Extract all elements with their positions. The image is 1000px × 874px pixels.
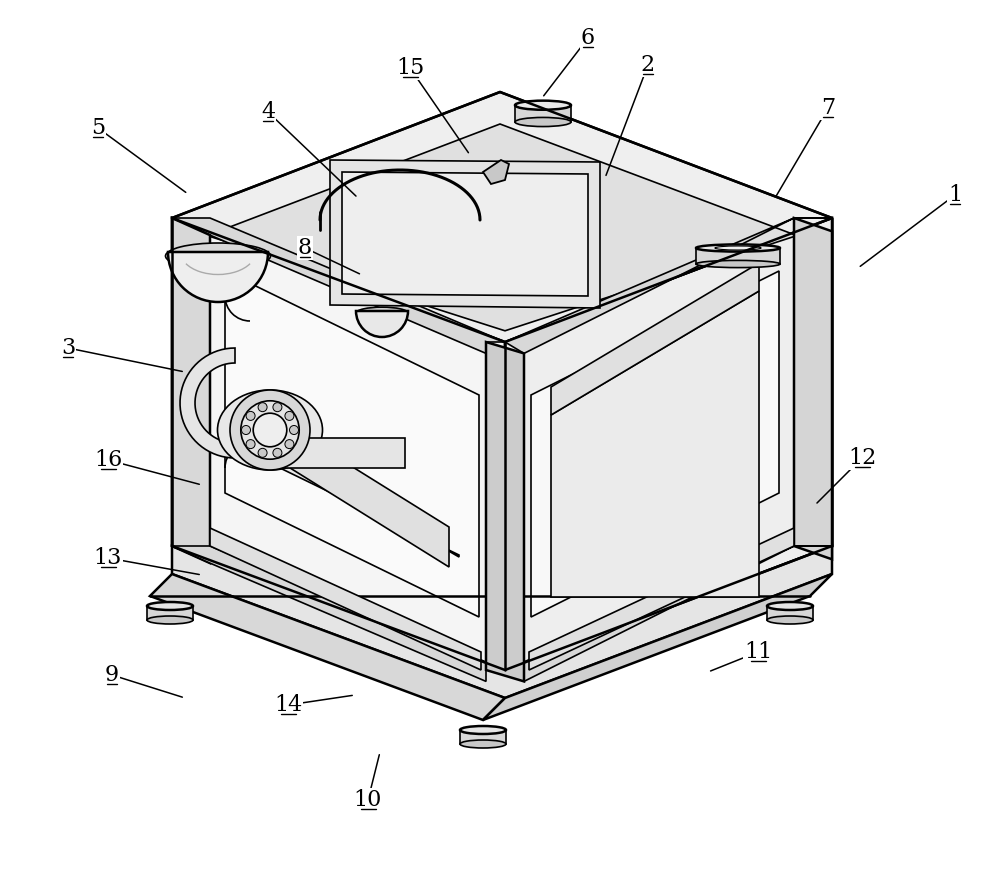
Polygon shape <box>551 263 759 415</box>
Text: 14: 14 <box>274 694 302 716</box>
Polygon shape <box>180 348 235 458</box>
Wedge shape <box>168 252 268 302</box>
Circle shape <box>290 426 298 434</box>
Polygon shape <box>207 124 797 330</box>
Polygon shape <box>330 160 600 308</box>
Polygon shape <box>250 403 449 567</box>
Ellipse shape <box>515 101 571 110</box>
Text: 2: 2 <box>641 54 655 76</box>
Polygon shape <box>225 271 479 617</box>
Text: 8: 8 <box>298 237 312 259</box>
Polygon shape <box>505 218 832 353</box>
Circle shape <box>258 448 267 457</box>
Polygon shape <box>460 730 506 744</box>
Polygon shape <box>551 291 759 597</box>
Text: 15: 15 <box>396 57 424 79</box>
Circle shape <box>258 403 267 412</box>
Circle shape <box>273 403 282 412</box>
Polygon shape <box>172 218 210 563</box>
Ellipse shape <box>767 616 813 624</box>
Text: 4: 4 <box>261 101 275 123</box>
Wedge shape <box>356 311 408 337</box>
Circle shape <box>285 440 294 448</box>
Polygon shape <box>147 606 193 620</box>
Polygon shape <box>696 248 780 264</box>
Text: 16: 16 <box>94 449 122 471</box>
Text: 11: 11 <box>744 641 772 663</box>
Polygon shape <box>172 218 505 670</box>
Ellipse shape <box>515 117 571 127</box>
Polygon shape <box>172 218 505 353</box>
Polygon shape <box>172 92 832 342</box>
Text: 10: 10 <box>354 789 382 811</box>
Polygon shape <box>172 546 505 682</box>
Ellipse shape <box>460 740 506 748</box>
Polygon shape <box>531 271 779 617</box>
Text: 13: 13 <box>94 547 122 569</box>
Polygon shape <box>515 105 571 122</box>
Polygon shape <box>150 574 505 720</box>
Polygon shape <box>285 438 405 468</box>
Ellipse shape <box>696 245 780 252</box>
Polygon shape <box>483 574 832 720</box>
Ellipse shape <box>767 602 813 610</box>
Ellipse shape <box>715 246 761 250</box>
Polygon shape <box>794 218 832 559</box>
Ellipse shape <box>696 260 780 267</box>
Circle shape <box>230 390 310 470</box>
Text: 9: 9 <box>105 664 119 686</box>
Circle shape <box>253 413 287 447</box>
Circle shape <box>246 412 255 420</box>
Text: 12: 12 <box>848 447 876 469</box>
Polygon shape <box>529 528 794 670</box>
Polygon shape <box>245 433 459 557</box>
Text: 1: 1 <box>948 184 962 206</box>
Circle shape <box>241 401 299 459</box>
Polygon shape <box>172 546 832 698</box>
Polygon shape <box>486 342 524 682</box>
Polygon shape <box>210 528 481 670</box>
Ellipse shape <box>356 307 408 319</box>
Polygon shape <box>505 218 832 670</box>
Polygon shape <box>505 546 832 682</box>
Circle shape <box>285 412 294 420</box>
Ellipse shape <box>218 390 322 470</box>
Text: 7: 7 <box>821 97 835 119</box>
Ellipse shape <box>147 602 193 610</box>
Text: 6: 6 <box>581 27 595 49</box>
Text: 5: 5 <box>91 117 105 139</box>
Polygon shape <box>767 606 813 620</box>
Ellipse shape <box>460 726 506 734</box>
Text: 3: 3 <box>61 337 75 359</box>
Circle shape <box>242 426 250 434</box>
Ellipse shape <box>147 616 193 624</box>
Circle shape <box>246 440 255 448</box>
Polygon shape <box>483 160 509 184</box>
Polygon shape <box>342 172 588 296</box>
Circle shape <box>273 448 282 457</box>
Ellipse shape <box>166 243 270 269</box>
